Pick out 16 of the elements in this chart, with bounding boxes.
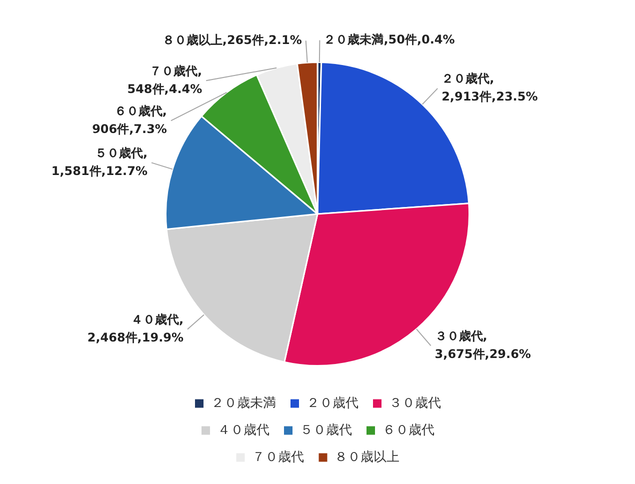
data-label: ３０歳代, 3,675件,29.6% (434, 328, 531, 361)
legend-label: ７０歳代 (252, 450, 304, 465)
data-label: ８０歳以上,265件,2.1% (162, 32, 302, 47)
data-label: ４０歳代, 2,468件,19.9% (87, 312, 184, 344)
legend-label: ４０歳代 (217, 422, 270, 438)
legend-label: ２０歳未満 (210, 396, 276, 411)
data-label: ６０歳代, 906件,7.3% (92, 104, 167, 136)
data-label: ５０歳代, 1,581件,12.7% (51, 146, 148, 178)
legend-label: ６０歳代 (382, 422, 434, 438)
legend-label: ５０歳代 (300, 422, 352, 438)
legend-label: ３０歳代 (388, 396, 441, 411)
data-label: ２０歳未満,50件,0.4% (324, 32, 455, 46)
legend-label: ８０歳以上 (334, 450, 400, 465)
data-label: ２０歳代, 2,913件,23.5% (442, 72, 538, 104)
data-label: ７０歳代, 548件,4.4% (127, 64, 202, 96)
legend-label: ２０歳代 (306, 396, 358, 411)
